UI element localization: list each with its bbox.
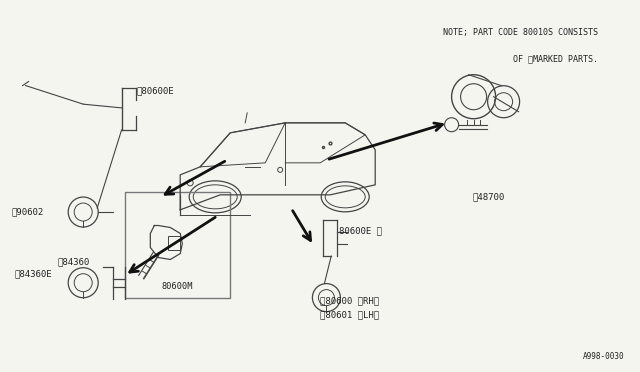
Text: A998-0030: A998-0030: [582, 352, 624, 361]
Text: ❎84360E: ❎84360E: [14, 269, 52, 278]
Bar: [125, 192, 230, 298]
Text: ❎48700: ❎48700: [472, 193, 504, 202]
Text: ❎80600E: ❎80600E: [136, 87, 174, 96]
Text: ❎84360: ❎84360: [58, 258, 90, 267]
Text: 80600M: 80600M: [162, 282, 193, 292]
Text: ❎90602: ❎90602: [12, 208, 44, 217]
Text: ❎80601 〈LH〉: ❎80601 〈LH〉: [320, 310, 379, 319]
Text: 80600E ❎: 80600E ❎: [339, 226, 382, 235]
Text: ❎80600 〈RH〉: ❎80600 〈RH〉: [320, 297, 379, 306]
Text: OF ❎MARKED PARTS.: OF ❎MARKED PARTS.: [513, 54, 598, 63]
Bar: [168, 235, 180, 250]
Text: NOTE; PART CODE 80010S CONSISTS: NOTE; PART CODE 80010S CONSISTS: [444, 28, 598, 37]
